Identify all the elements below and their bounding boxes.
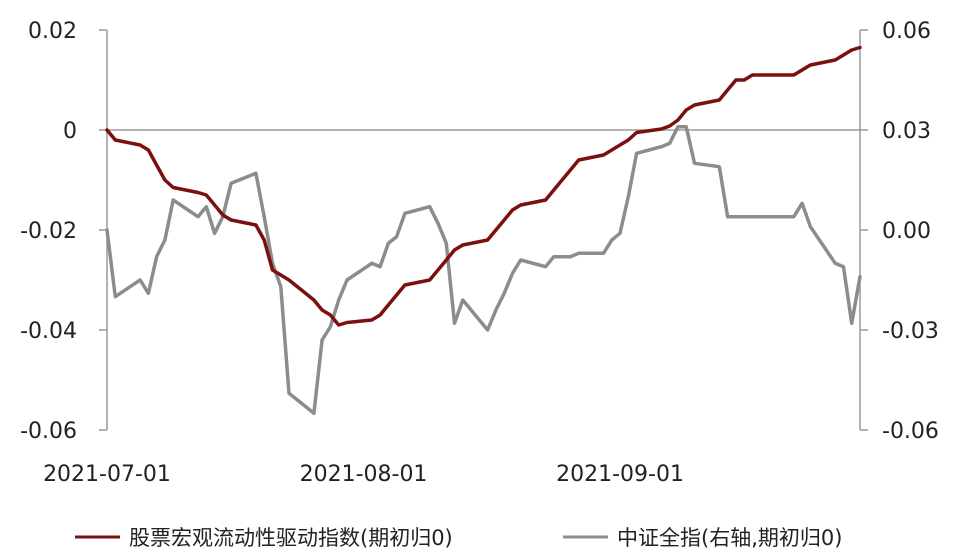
- right-tick-label: -0.06: [882, 419, 939, 444]
- left-tick-label: -0.04: [20, 319, 77, 344]
- right-tick-label: 0.03: [882, 119, 931, 144]
- x-tick-label: 2021-07-01: [43, 462, 171, 487]
- left-tick-label: -0.06: [20, 419, 77, 444]
- right-tick-label: 0.00: [882, 219, 931, 244]
- chart-legend: 股票宏观流动性驱动指数(期初归0) 中证全指(右轴,期初归0): [75, 526, 842, 550]
- right-tick-label: 0.06: [882, 19, 931, 44]
- x-tick-label: 2021-09-01: [556, 462, 684, 487]
- series-line-1: [105, 45, 862, 327]
- x-tick-label: 2021-08-01: [300, 462, 428, 487]
- chart-series: [105, 45, 862, 416]
- chart-tick-labels: -0.06 -0.04 -0.02 0 0.02 -0.06 -0.03 0.00 0.03 0.…: [20, 19, 939, 487]
- left-tick-label: 0.02: [28, 19, 77, 44]
- chart-axes: [99, 29, 868, 431]
- left-tick-label: 0: [63, 119, 77, 144]
- legend-label-series-1: 股票宏观流动性驱动指数(期初归0): [129, 526, 453, 550]
- legend-label-series-2: 中证全指(右轴,期初归0): [617, 526, 842, 550]
- right-tick-label: -0.03: [882, 319, 939, 344]
- series-line-2: [105, 124, 862, 416]
- left-tick-label: -0.02: [20, 219, 77, 244]
